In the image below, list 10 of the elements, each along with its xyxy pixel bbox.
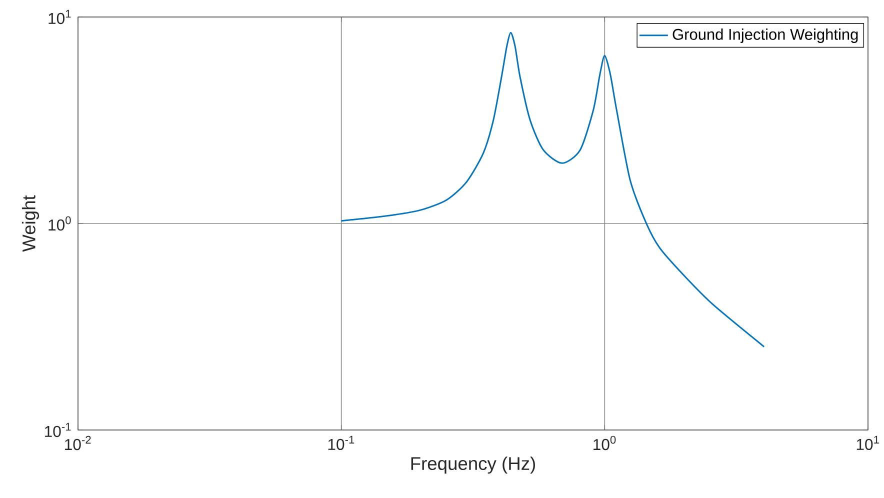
y-axis-title: Weight: [22, 195, 40, 252]
x-tick-label: 10$^{-2}$: [65, 436, 91, 450]
x-tick-label: 10$^{0}$: [594, 436, 616, 450]
x-tick-label: 10$^{1}$: [856, 436, 879, 450]
legend-label: Ground Injection Weighting: [672, 28, 858, 43]
x-tick-label: 10$^{-1}$: [328, 436, 354, 450]
y-tick-label: 10$^{0}$: [48, 216, 71, 231]
y-tick-label: 10$^{-1}$: [45, 422, 71, 438]
x-axis-title: Frequency (Hz): [411, 456, 535, 474]
y-tick-label: 10$^{1}$: [48, 10, 71, 24]
